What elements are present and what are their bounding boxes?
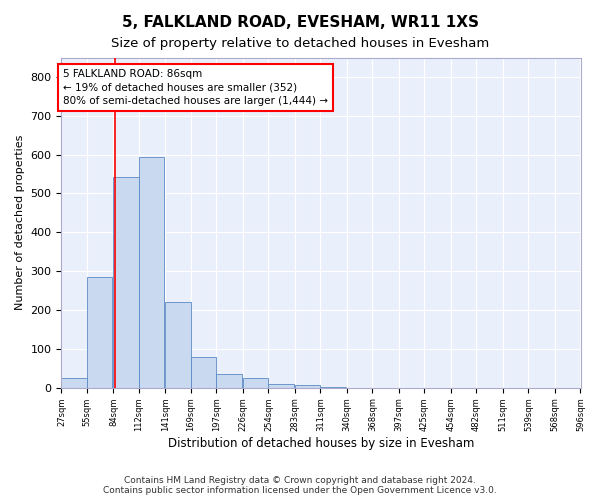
- Text: Size of property relative to detached houses in Evesham: Size of property relative to detached ho…: [111, 38, 489, 51]
- X-axis label: Distribution of detached houses by size in Evesham: Distribution of detached houses by size …: [168, 437, 474, 450]
- Bar: [61, 378, 87, 388]
- Bar: [243, 378, 268, 388]
- Bar: [87, 277, 112, 388]
- Text: Contains HM Land Registry data © Crown copyright and database right 2024.
Contai: Contains HM Land Registry data © Crown c…: [103, 476, 497, 495]
- Bar: [295, 385, 320, 388]
- Bar: [139, 156, 164, 388]
- Y-axis label: Number of detached properties: Number of detached properties: [15, 135, 25, 310]
- Text: 5 FALKLAND ROAD: 86sqm
← 19% of detached houses are smaller (352)
80% of semi-de: 5 FALKLAND ROAD: 86sqm ← 19% of detached…: [63, 69, 328, 106]
- Bar: [217, 374, 242, 388]
- Bar: [191, 358, 217, 388]
- Bar: [166, 302, 191, 388]
- Bar: [320, 387, 346, 388]
- Text: 5, FALKLAND ROAD, EVESHAM, WR11 1XS: 5, FALKLAND ROAD, EVESHAM, WR11 1XS: [121, 15, 479, 30]
- Bar: [268, 384, 294, 388]
- Bar: [113, 177, 139, 388]
